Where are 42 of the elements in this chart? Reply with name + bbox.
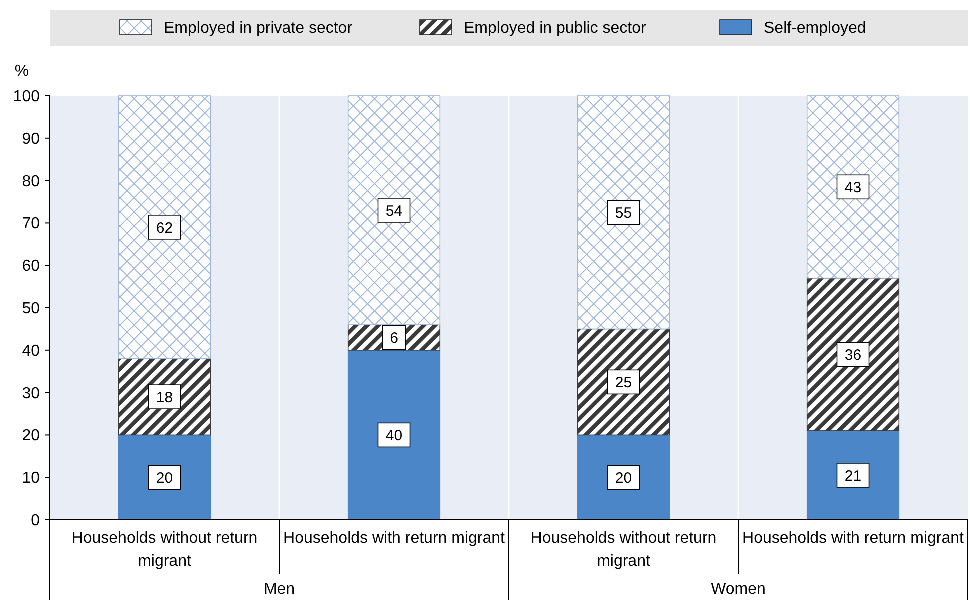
data-label: 20 [156, 470, 174, 488]
legend-label: Employed in private sector [164, 20, 354, 37]
y-tick-label: 50 [22, 300, 40, 318]
bar [577, 434, 670, 520]
bar [118, 434, 212, 520]
x-tick-label: Households with return migrant [284, 530, 506, 547]
legend-label: Self-employed [764, 20, 866, 37]
x-tick-label: Households without return migrant [72, 530, 258, 570]
y-tick-label: 70 [22, 216, 40, 233]
data-label: 54 [386, 202, 403, 220]
text: Women [711, 581, 766, 598]
bar [348, 96, 441, 326]
y-tick-label: 60 [22, 258, 40, 276]
y-axis-title: % [14, 63, 30, 80]
bar [577, 96, 670, 330]
data-label: 55 [615, 205, 632, 222]
y-tick-label: 30 [22, 385, 40, 402]
y-tick-label: 100 [13, 88, 40, 106]
x-tick-label: Households with return migrant [742, 530, 965, 547]
data-label: 25 [615, 374, 632, 392]
y-tick-label: 20 [22, 428, 40, 445]
y-tick-label: 10 [22, 470, 40, 488]
x-tick-label: Households without return migrant [530, 530, 717, 570]
data-label: 6 [390, 330, 398, 348]
y-tick-label: 90 [22, 130, 40, 148]
data-label: 43 [844, 180, 862, 197]
y-tick-label: 80 [22, 173, 40, 190]
bar [118, 96, 212, 360]
y-tick-label: 40 [22, 342, 40, 360]
data-label: 62 [156, 220, 174, 237]
y-tick-label: 0 [31, 512, 40, 530]
data-label: 40 [386, 428, 403, 445]
data-label: 36 [844, 347, 862, 364]
data-label: 20 [615, 470, 632, 488]
data-label: 21 [844, 468, 862, 485]
legend-label: Employed in public sector [464, 20, 647, 37]
bar [806, 96, 900, 279]
bar [577, 328, 670, 436]
bar [348, 350, 441, 520]
bar [806, 278, 900, 432]
text: Men [264, 581, 296, 598]
data-label: 18 [156, 390, 174, 407]
